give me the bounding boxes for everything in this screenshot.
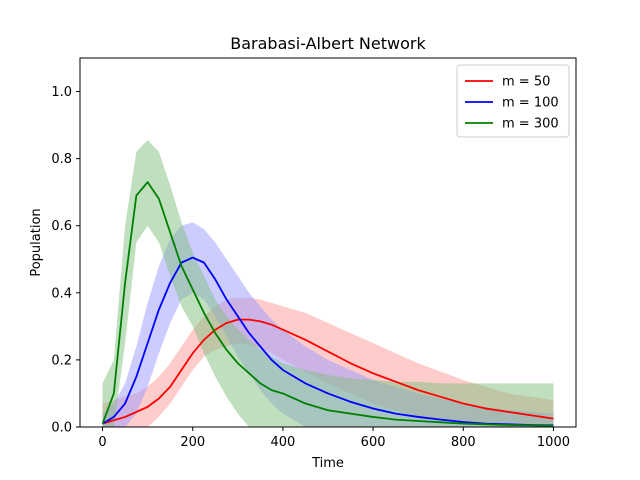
y-tick-label: 0.0: [51, 421, 72, 436]
y-tick-label: 0.8: [51, 152, 72, 167]
line-series-1: [102, 318, 554, 425]
x-axis-label: Time: [311, 456, 344, 471]
x-tick-label: 800: [451, 435, 476, 450]
y-tick-label: 0.2: [51, 353, 72, 368]
y-tick-label: 0.6: [51, 219, 72, 234]
y-tick-label: 1.0: [51, 85, 72, 100]
x-tick-label: 400: [270, 435, 295, 450]
legend-label-2: m = 100: [502, 96, 559, 111]
series-lines: [101, 181, 554, 427]
legend-label-1: m = 50: [502, 75, 550, 90]
x-tick-label: 1000: [537, 435, 570, 450]
x-tick-label: 600: [361, 435, 386, 450]
y-axis-ticks: 0.0 0.2 0.4 0.6 0.8 1.0: [51, 85, 80, 436]
legend: m = 50 m = 100 m = 300: [456, 64, 570, 138]
x-tick-label: 200: [180, 435, 205, 450]
y-axis-label: Population: [29, 208, 44, 276]
plot-frame: [79, 57, 577, 428]
x-tick-label: 0: [98, 435, 106, 450]
band-series-2: [102, 222, 554, 427]
legend-label-3: m = 300: [502, 117, 559, 132]
chart-title: Barabasi-Albert Network: [230, 34, 426, 53]
band-series-3: [102, 140, 554, 427]
y-tick-label: 0.4: [51, 286, 72, 301]
line-series-2: [102, 256, 554, 427]
line-series-3: [101, 181, 554, 427]
x-axis-ticks: 0 200 400 600 800 1000: [98, 427, 570, 450]
legend-box: [456, 64, 570, 138]
